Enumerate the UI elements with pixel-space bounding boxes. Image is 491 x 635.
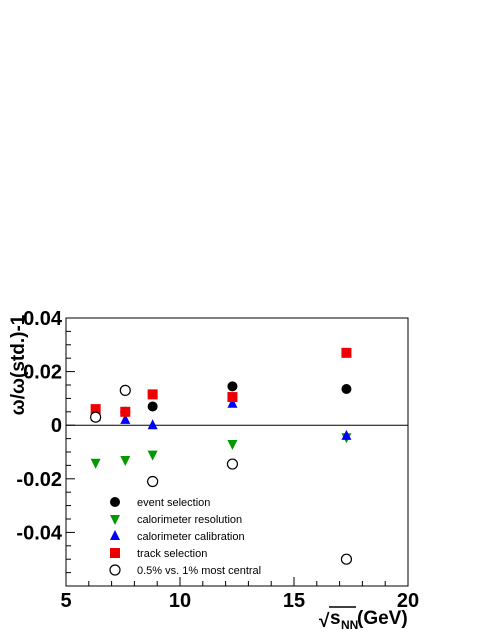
series-3 xyxy=(90,347,352,417)
legend-marker xyxy=(110,548,120,558)
legend-label: calorimeter calibration xyxy=(137,531,245,543)
data-point xyxy=(147,475,159,488)
plot-frame xyxy=(65,317,409,587)
data-point xyxy=(227,397,238,408)
legend-marker xyxy=(110,515,120,525)
legend-entry: event selection xyxy=(110,497,210,509)
data-point xyxy=(147,389,158,400)
data-markers xyxy=(90,347,353,565)
data-point xyxy=(120,413,131,424)
legend-marker xyxy=(109,564,121,576)
legend-entry: calorimeter calibration xyxy=(110,530,245,543)
legend-label: track selection xyxy=(137,548,207,560)
x-tick-label: 15 xyxy=(283,590,305,612)
data-point xyxy=(120,456,131,467)
data-point xyxy=(147,450,158,461)
data-point xyxy=(340,553,353,565)
data-point xyxy=(227,381,238,392)
axes-ticks xyxy=(65,317,409,587)
series-4 xyxy=(90,384,353,565)
legend-label: 0.5% vs. 1% most central xyxy=(137,565,261,577)
x-tick-label: 20 xyxy=(397,590,419,612)
data-point xyxy=(341,429,352,440)
legend-entry: track selection xyxy=(110,548,207,560)
y-tick-label: 0.04 xyxy=(23,308,63,330)
x-axis-title-radical: √ xyxy=(319,611,330,632)
tick-labels: 5 10 15 20 -0.04 -0.02 0 0.02 0.04 xyxy=(16,308,419,612)
data-point xyxy=(341,347,352,358)
x-axis-title-sub: NN xyxy=(341,618,358,632)
data-point xyxy=(120,406,131,417)
legend-label: calorimeter resolution xyxy=(137,514,242,526)
data-point xyxy=(147,419,158,430)
y-tick-label: -0.02 xyxy=(16,469,62,491)
legend-marker xyxy=(110,497,120,507)
y-tick-label: 0 xyxy=(51,415,62,437)
x-axis-title: √ s NN (GeV) xyxy=(319,606,408,632)
data-point xyxy=(90,404,101,415)
series-1 xyxy=(90,433,352,469)
y-axis-title: ω/ω(std.)-1 xyxy=(8,314,29,415)
y-tick-label: -0.04 xyxy=(16,522,62,544)
x-axis-title-unit: (GeV) xyxy=(357,608,408,629)
data-point xyxy=(119,384,131,396)
y-tick-label: 0.02 xyxy=(23,362,62,384)
x-tick-label: 5 xyxy=(60,590,71,612)
series-2 xyxy=(90,397,352,440)
x-axis-title-s: s xyxy=(330,608,341,629)
data-point xyxy=(341,384,352,395)
data-point xyxy=(227,392,238,403)
data-point xyxy=(90,411,102,423)
legend-marker xyxy=(110,530,120,540)
data-point xyxy=(147,401,158,412)
legend-entry: 0.5% vs. 1% most central xyxy=(109,564,261,577)
x-tick-label: 10 xyxy=(169,590,191,612)
data-point xyxy=(226,458,239,470)
legend: event selection calorimeter resolution cal… xyxy=(109,497,261,577)
data-point xyxy=(90,458,101,469)
legend-label: event selection xyxy=(137,497,210,509)
data-point xyxy=(227,439,238,450)
legend-entry: calorimeter resolution xyxy=(110,514,242,526)
